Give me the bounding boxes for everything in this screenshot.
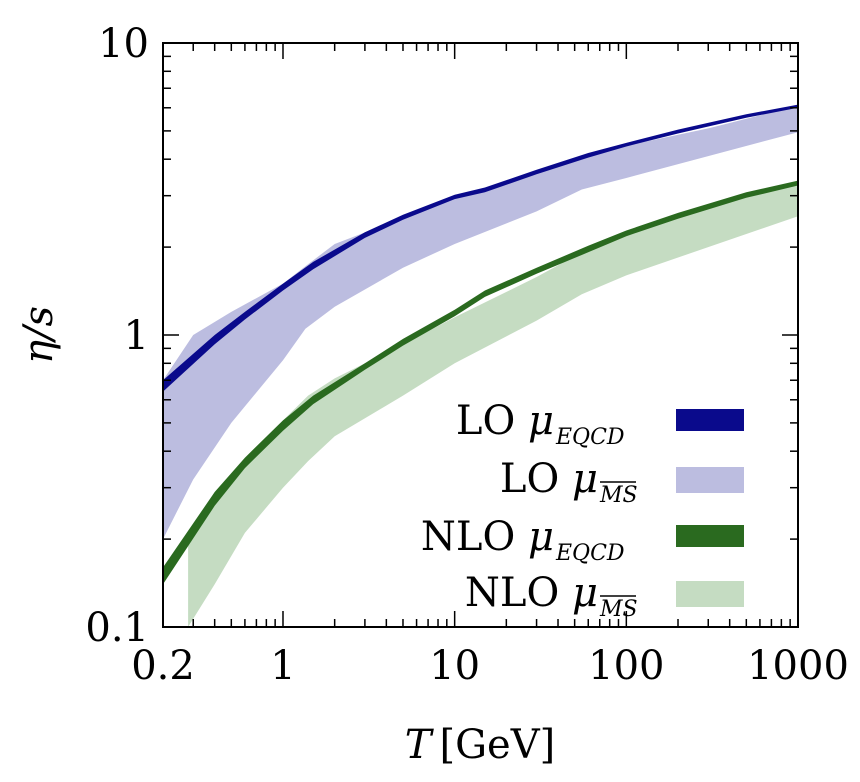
x-tick-label: 1000 (747, 643, 849, 689)
legend-subscript: MS (599, 483, 638, 508)
x-tick-label: 100 (588, 643, 664, 689)
y-tick-label: 1 (124, 313, 149, 359)
axis-titles: T [GeV] η/s (16, 306, 555, 768)
tick-labels: 0.2 1 10 100 1000 0.1 1 10 (85, 21, 849, 689)
legend-label: NLO μ (421, 514, 554, 560)
y-tick-label: 10 (98, 21, 149, 67)
x-tick-label: 0.2 (131, 643, 195, 689)
legend-label: LO μ (500, 456, 598, 502)
legend-label: LO μ (456, 398, 554, 444)
legend-entry: LO μ MS (500, 456, 744, 508)
axis-ticks (162, 42, 799, 628)
legend-entry: NLO μ EQCD (421, 514, 744, 566)
x-tick-label: 10 (429, 643, 480, 689)
legend-swatch (676, 525, 744, 547)
x-axis-title: T [GeV] (405, 722, 555, 768)
legend-swatch (676, 467, 744, 493)
y-axis-title: η/s (16, 306, 62, 364)
data-bands (163, 104, 799, 627)
legend-subscript: MS (599, 597, 638, 622)
legend-subscript: EQCD (555, 541, 625, 566)
x-tick-label: 1 (270, 643, 295, 689)
legend-subscript: EQCD (555, 425, 625, 450)
y-tick-label: 0.1 (85, 605, 149, 651)
legend-entry: NLO μ MS (465, 570, 744, 622)
x-axis-unit: [GeV] (439, 722, 555, 768)
legend-swatch (676, 409, 744, 431)
legend-entry: LO μ EQCD (456, 398, 744, 450)
x-axis-variable: T (405, 722, 435, 768)
legend-swatch (676, 581, 744, 607)
legend-label: NLO μ (465, 570, 598, 616)
